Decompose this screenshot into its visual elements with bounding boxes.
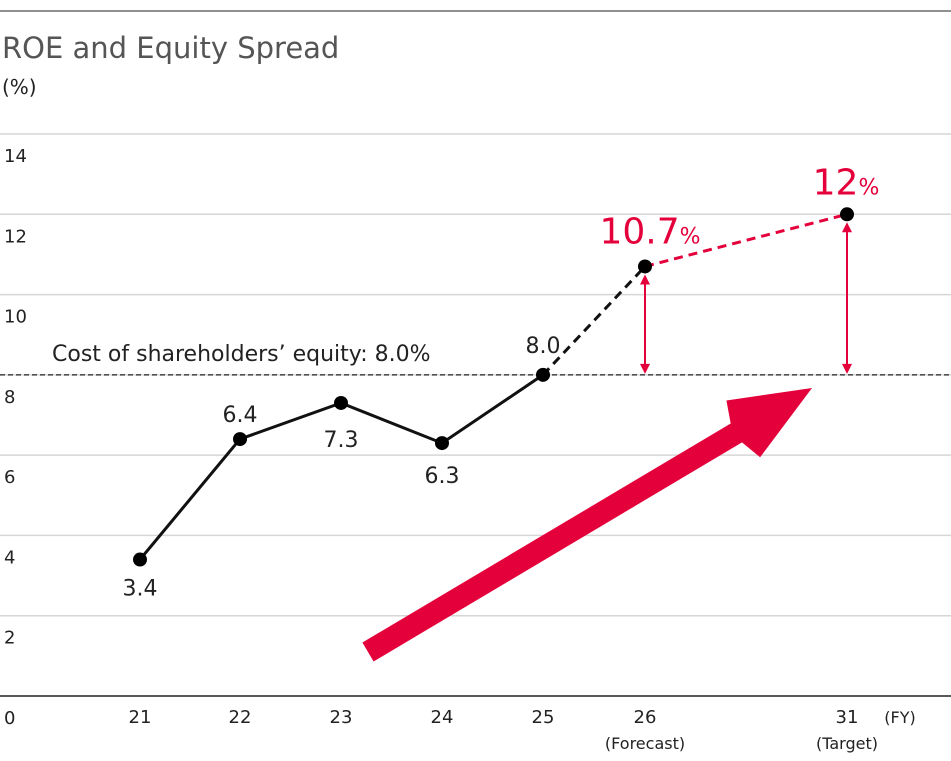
data-label: 6.3 <box>425 464 460 489</box>
highlight-percent-sign: % <box>680 224 701 249</box>
x-tick-label: 25 <box>532 707 555 728</box>
highlight-value: 12 <box>813 162 859 203</box>
highlight-data-label: 10.7% <box>599 211 700 252</box>
data-label: 8.0 <box>526 334 561 359</box>
equity-spread-arrowhead <box>640 363 650 374</box>
data-point <box>840 207 854 222</box>
data-point <box>536 367 550 382</box>
equity-spread-arrowhead <box>842 363 852 374</box>
highlight-data-label: 12% <box>813 162 880 203</box>
data-label: 3.4 <box>123 577 158 602</box>
data-point <box>435 436 449 451</box>
chart-title: ROE and Equity Spread <box>2 31 339 65</box>
data-point <box>133 552 147 567</box>
equity-spread-arrowhead <box>640 274 650 285</box>
y-tick-label: 14 <box>4 146 27 167</box>
highlight-percent-sign: % <box>858 175 879 200</box>
data-point <box>638 259 652 274</box>
x-tick-label: 22 <box>229 707 252 728</box>
y-tick-label: 4 <box>4 547 15 568</box>
x-tick-label: 24 <box>431 707 454 728</box>
roe-line-forecast <box>541 265 647 376</box>
y-tick-label: 10 <box>4 307 27 328</box>
trend-arrow <box>362 388 812 662</box>
x-tick-sublabel: (Forecast) <box>605 734 685 753</box>
y-tick-label: 0 <box>4 708 15 729</box>
y-axis-unit: (%) <box>2 75 37 99</box>
x-axis-unit: (FY) <box>884 708 915 727</box>
x-tick-label: 31 <box>836 707 859 728</box>
data-label: 7.3 <box>324 428 359 453</box>
y-tick-label: 8 <box>4 387 15 408</box>
x-tick-label: 21 <box>129 707 152 728</box>
data-label: 6.4 <box>223 403 258 428</box>
data-point <box>334 395 348 410</box>
y-tick-label: 12 <box>4 226 27 247</box>
highlight-value: 10.7 <box>599 211 679 252</box>
x-tick-label: 23 <box>330 707 353 728</box>
x-tick-label: 26 <box>634 707 657 728</box>
y-tick-label: 6 <box>4 467 15 488</box>
data-point <box>233 432 247 447</box>
roe-line-target <box>644 212 848 268</box>
equity-spread-arrowhead <box>842 222 852 233</box>
y-tick-label: 2 <box>4 628 15 649</box>
x-tick-sublabel: (Target) <box>816 734 878 753</box>
reference-line-label: Cost of shareholders’ equity: 8.0% <box>52 342 431 367</box>
